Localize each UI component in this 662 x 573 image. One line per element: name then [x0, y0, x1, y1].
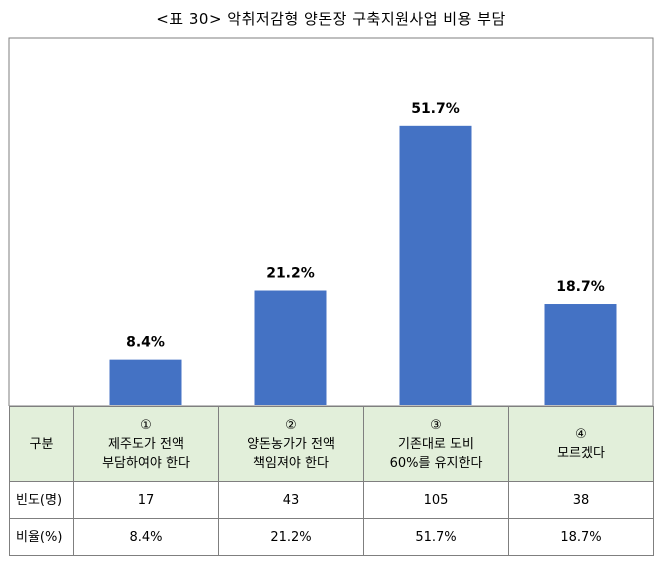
option-cell-2: ② 양돈농가가 전액 책임져야 한다 — [218, 406, 364, 482]
table-cell: 105 — [363, 481, 509, 519]
bar-4 — [544, 304, 617, 405]
data-label-4: 18.7% — [556, 279, 605, 295]
table-cell: 21.2% — [218, 518, 364, 556]
option-cell-4: ④ 모르겠다 — [508, 406, 654, 482]
row-label: 빈도(명) — [9, 481, 74, 519]
option-cell-3: ③ 기존대로 도비 60%를 유지한다 — [363, 406, 509, 482]
option-text: 제주도가 전액 — [108, 436, 184, 452]
percent-row: 비율(%) 8.4% 21.2% 51.7% 18.7% — [9, 518, 654, 556]
chart-title: <표 30> 악취저감형 양돈장 구축지원사업 비용 부담 — [156, 10, 506, 28]
option-number: ④ — [575, 427, 587, 442]
data-label-1: 8.4% — [126, 335, 165, 351]
header-cell: 구분 — [9, 406, 74, 482]
option-text: 책임져야 한다 — [253, 455, 329, 471]
option-text: 기존대로 도비 — [398, 436, 474, 452]
bar-2 — [254, 290, 327, 405]
frequency-row: 빈도(명) 17 43 105 38 — [9, 481, 654, 519]
option-text: 부담하여야 한다 — [102, 455, 190, 471]
data-label-2: 21.2% — [266, 266, 315, 282]
table-cell: 17 — [73, 481, 219, 519]
table-cell: 8.4% — [73, 518, 219, 556]
bar-1 — [109, 359, 182, 405]
bar-3 — [399, 125, 472, 405]
data-label-3: 51.7% — [411, 101, 460, 117]
table-cell: 43 — [218, 481, 364, 519]
option-number: ③ — [430, 417, 442, 433]
option-text: 양돈농가가 전액 — [247, 436, 335, 452]
option-number: ① — [140, 417, 152, 433]
row-label: 비율(%) — [9, 518, 74, 556]
option-text: 60%를 유지한다 — [389, 455, 483, 471]
bar-chart: 8.4% 21.2% 51.7% 18.7% — [8, 37, 654, 406]
option-cell-1: ① 제주도가 전액 부담하여야 한다 — [73, 406, 219, 482]
option-number: ② — [285, 417, 297, 433]
chart-frame — [8, 37, 654, 406]
data-table: 구분 ① 제주도가 전액 부담하여야 한다 ② 양돈농가가 전액 책임져야 한다… — [9, 406, 654, 556]
table-cell: 18.7% — [508, 518, 654, 556]
option-text: 모르겠다 — [557, 446, 605, 461]
option-row: 구분 ① 제주도가 전액 부담하여야 한다 ② 양돈농가가 전액 책임져야 한다… — [9, 406, 654, 482]
table-cell: 51.7% — [363, 518, 509, 556]
table-cell: 38 — [508, 481, 654, 519]
